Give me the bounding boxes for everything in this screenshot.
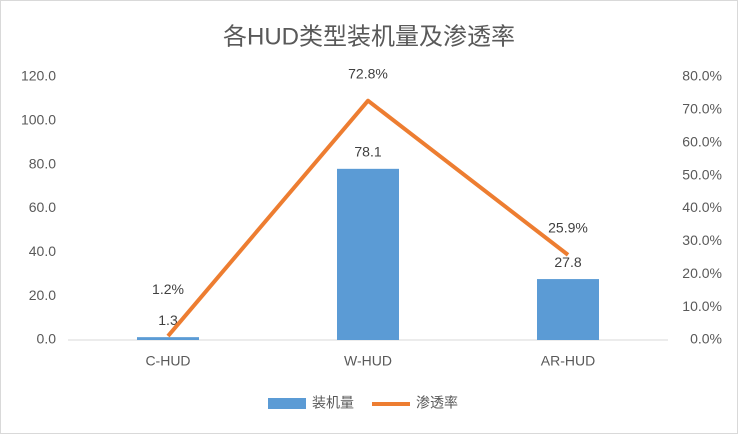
bar-value-label: 27.8 <box>554 254 581 270</box>
y-tick-label: 60.0 <box>29 199 56 215</box>
bar <box>137 337 199 340</box>
legend-label: 渗透率 <box>416 395 458 411</box>
y2-tick-label: 40.0% <box>682 199 722 215</box>
line-value-label: 25.9% <box>548 220 588 236</box>
y2-tick-label: 20.0% <box>682 265 722 281</box>
y2-tick-label: 60.0% <box>682 133 722 149</box>
y-tick-label: 80.0 <box>29 155 56 171</box>
bar-value-label: 78.1 <box>354 144 381 160</box>
y-tick-label: 20.0 <box>29 287 56 303</box>
y-tick-label: 120.0 <box>21 68 56 84</box>
y2-tick-label: 10.0% <box>682 298 722 314</box>
legend-label: 装机量 <box>312 395 354 411</box>
y-tick-label: 100.0 <box>21 112 56 128</box>
y-tick-label: 40.0 <box>29 243 56 259</box>
y2-tick-label: 50.0% <box>682 166 722 182</box>
y-tick-label: 0.0 <box>37 331 57 347</box>
chart-title: 各HUD类型装机量及渗透率 <box>223 23 515 50</box>
bar <box>337 168 399 340</box>
line <box>166 98 570 338</box>
y2-tick-label: 30.0% <box>682 232 722 248</box>
x-tick-label: AR-HUD <box>541 353 595 369</box>
bar <box>537 279 599 340</box>
y2-tick-label: 70.0% <box>682 101 722 117</box>
x-tick-label: W-HUD <box>344 353 392 369</box>
bar-value-label: 1.3 <box>158 312 178 328</box>
x-tick-label: C-HUD <box>145 353 190 369</box>
y2-tick-label: 80.0% <box>682 68 722 84</box>
line-value-label: 1.2% <box>152 281 184 297</box>
line-value-label: 72.8% <box>348 65 388 81</box>
y2-tick-label: 0.0% <box>690 331 722 347</box>
legend-swatch <box>268 398 306 409</box>
